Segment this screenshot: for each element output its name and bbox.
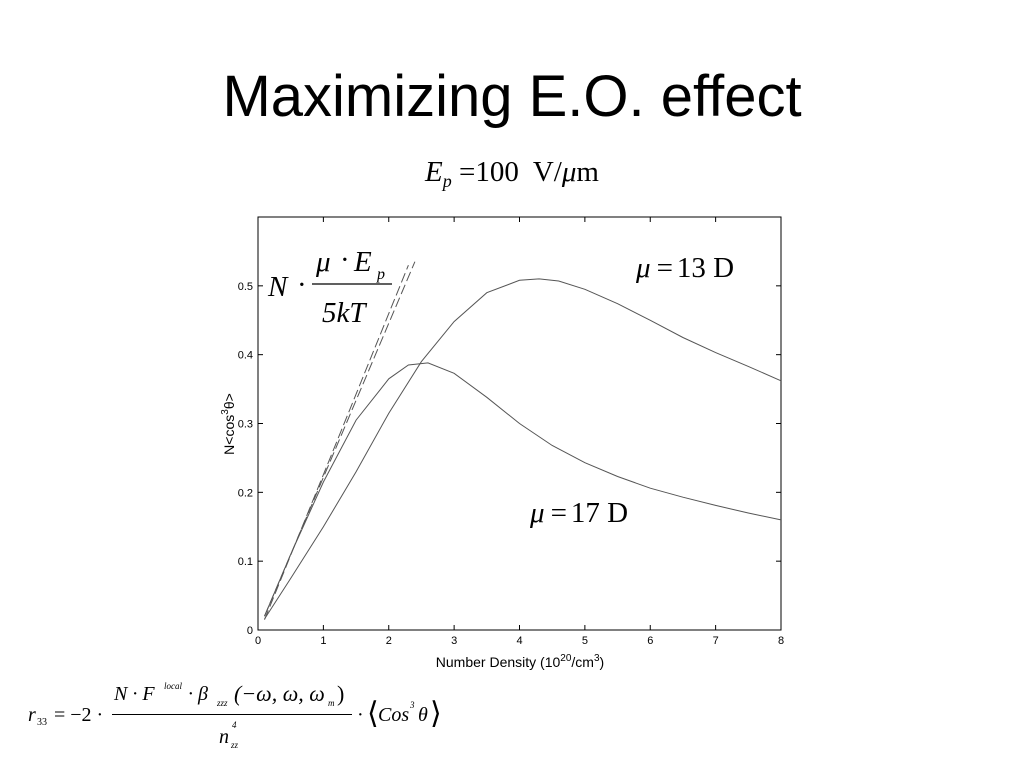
mu13-label: μ = 13 D [635, 252, 734, 284]
y-axis-ticks: 0 0.1 0.2 0.3 0.4 0.5 [238, 281, 781, 637]
formula-cos: Cos [378, 704, 410, 726]
slope-n: N [267, 271, 289, 303]
slope-mu: μ [315, 246, 331, 278]
x-tick-label: 3 [451, 635, 457, 647]
slope-sub: p [376, 266, 385, 283]
slope-denominator: 5kT [322, 297, 367, 329]
y-tick-label: 0.1 [238, 556, 253, 568]
formula-bracket-open: ⟨ [367, 697, 379, 730]
mu17-label: μ = 17 D [529, 497, 628, 529]
slope-dot2: · [340, 244, 350, 276]
formula-eq: = −2 · [54, 704, 104, 726]
formula-num-nf: N · F [114, 683, 155, 705]
formula-den-sub: zz [231, 740, 239, 750]
formula-den-n: n [219, 726, 229, 748]
y-tick-label: 0.4 [238, 350, 253, 362]
series-line-3 [264, 261, 416, 617]
x-tick-label: 2 [386, 635, 392, 647]
formula-cos-exp: 3 [410, 700, 415, 710]
formula-zzz: zzz [217, 698, 228, 708]
formula-r-sub: 33 [37, 717, 47, 728]
ep-symbol: E [425, 156, 443, 188]
formula-close: ) [337, 681, 345, 706]
x-axis-ticks: 0 1 2 3 4 5 6 7 8 [255, 217, 784, 647]
page-title: Maximizing E.O. effect [222, 64, 802, 129]
r33-formula: r 33 = −2 · N · F local · β zzz (−ω, ω, … [28, 676, 468, 756]
ep-equals: = [459, 156, 476, 188]
x-tick-label: 4 [516, 635, 522, 647]
series-line-2 [264, 362, 782, 617]
slope-e: E [353, 246, 372, 278]
formula-dot: · [357, 704, 364, 726]
x-axis-label: Number Density (1020/cm3) [436, 653, 604, 670]
formula-m: m [328, 698, 335, 708]
formula-beta: · β [188, 683, 208, 705]
formula-fraction-bar [112, 714, 352, 715]
formula-r: r [28, 704, 36, 726]
x-tick-label: 7 [713, 635, 719, 647]
y-tick-label: 0 [247, 625, 253, 637]
series-line-1 [264, 278, 782, 620]
slope-dot: · [297, 269, 307, 301]
series-line-4 [264, 265, 409, 620]
ep-subscript: p [442, 171, 452, 191]
x-tick-label: 5 [582, 635, 588, 647]
x-tick-label: 6 [647, 635, 653, 647]
x-tick-label: 8 [778, 635, 784, 647]
x-tick-label: 1 [320, 635, 326, 647]
y-tick-label: 0.3 [238, 419, 253, 431]
y-tick-label: 0.2 [238, 487, 253, 499]
series-layer [264, 261, 782, 620]
ep-unit-mu: μ [561, 156, 577, 188]
y-tick-label: 0.5 [238, 281, 253, 293]
x-tick-label: 0 [255, 635, 261, 647]
slope-annotation: N · μ · E p 5kT [267, 244, 392, 329]
formula-bracket-close: ⟩ [430, 697, 442, 730]
formula-local: local [164, 681, 182, 691]
ep-value: 100 [475, 156, 519, 188]
field-strength-subtitle: Ep =100 V/μm [0, 156, 1024, 192]
ep-unit-m: m [576, 156, 599, 188]
formula-theta: θ [418, 704, 428, 726]
formula-den-exp: 4 [232, 720, 237, 730]
formula-args: (−ω, ω, ω [234, 681, 325, 706]
ep-unit-v: V/ [532, 156, 562, 188]
y-axis-label: N<cos3θ> [220, 393, 237, 455]
